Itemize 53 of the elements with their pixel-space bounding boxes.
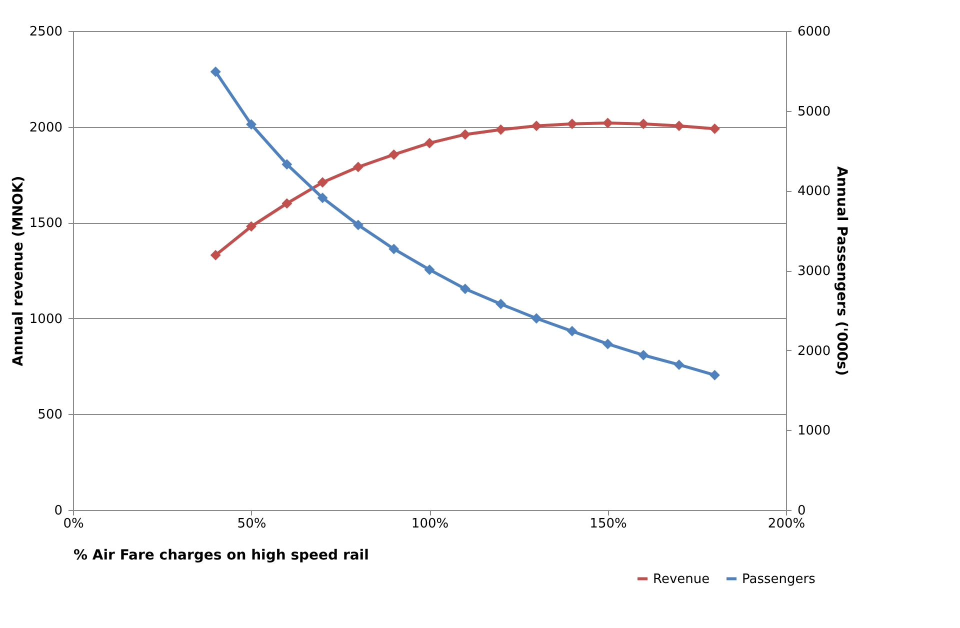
point — [352, 220, 364, 230]
point — [566, 326, 578, 336]
point — [496, 124, 506, 135]
point — [602, 338, 613, 350]
point — [246, 119, 256, 130]
point — [709, 370, 720, 380]
point — [496, 298, 506, 310]
point — [317, 177, 328, 188]
point — [674, 359, 684, 370]
point — [352, 162, 364, 172]
y2-tick-label: 2000 — [798, 344, 831, 359]
point — [282, 198, 292, 209]
legend-label: Revenue — [653, 572, 710, 587]
y2-tick-label: 5000 — [798, 104, 831, 120]
y2-axis-title: Annual Passengers ('000s) — [834, 166, 850, 376]
y-tick-label: 2000 — [29, 120, 62, 136]
point — [282, 159, 292, 170]
legend-label: Passengers — [742, 572, 816, 587]
point — [424, 264, 435, 275]
point — [388, 149, 400, 160]
point — [602, 118, 613, 128]
point — [638, 350, 649, 360]
x-tick-label: 50% — [237, 516, 266, 532]
point — [531, 313, 542, 324]
point — [709, 123, 720, 134]
point — [388, 244, 400, 254]
x-tick-label: 0% — [63, 516, 84, 532]
point — [424, 138, 435, 148]
point — [317, 192, 328, 204]
y-tick-label: 500 — [38, 408, 62, 423]
y2-tick-label: 0 — [798, 504, 806, 518]
y2-tick-label: 6000 — [798, 24, 831, 40]
point — [246, 221, 256, 232]
x-axis-title: % Air Fare charges on high speed rail — [74, 548, 369, 564]
y-tick-label: 1000 — [29, 312, 62, 327]
point — [460, 129, 470, 140]
y-tick-label: 2500 — [29, 24, 62, 40]
x-tick-label: 150% — [590, 516, 627, 532]
point — [210, 250, 221, 260]
point — [674, 120, 684, 132]
y-tick-label: 0 — [54, 504, 62, 518]
point — [210, 66, 221, 77]
point — [566, 118, 578, 130]
y2-tick-label: 1000 — [798, 424, 831, 439]
point — [531, 120, 542, 132]
y2-tick-label: 4000 — [798, 184, 831, 200]
y-tick-label: 1500 — [29, 216, 62, 232]
x-tick-label: 200% — [768, 516, 806, 532]
x-tick-label: 100% — [411, 516, 449, 532]
y2-tick-label: 3000 — [798, 264, 831, 279]
y-axis-title: Annual revenue (MNOK) — [10, 176, 26, 366]
point — [638, 118, 649, 130]
point — [460, 284, 470, 294]
